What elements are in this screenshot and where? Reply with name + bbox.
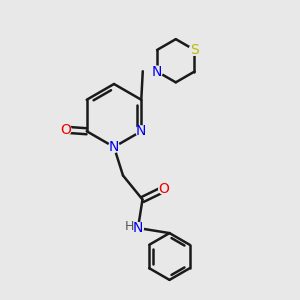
Text: O: O <box>60 123 71 137</box>
Text: N: N <box>109 140 119 154</box>
Text: N: N <box>133 221 143 235</box>
Circle shape <box>189 44 200 55</box>
Circle shape <box>136 126 147 137</box>
Circle shape <box>159 184 170 194</box>
Text: N: N <box>136 124 146 138</box>
Circle shape <box>60 124 71 135</box>
Circle shape <box>133 223 143 233</box>
Circle shape <box>109 142 119 152</box>
Text: O: O <box>159 182 170 196</box>
Circle shape <box>152 66 163 77</box>
Circle shape <box>124 221 135 232</box>
Text: N: N <box>152 64 162 79</box>
Text: H: H <box>125 220 134 233</box>
Text: S: S <box>190 43 199 57</box>
